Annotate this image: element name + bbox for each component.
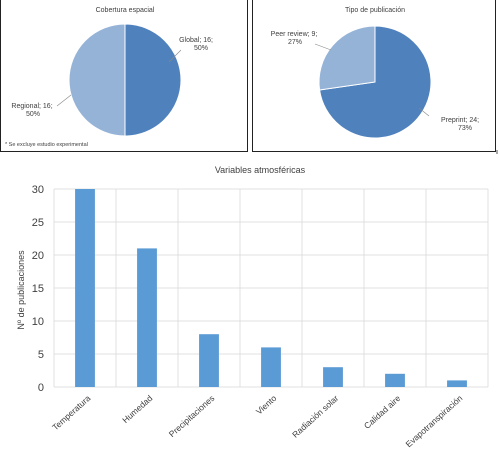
bar-precipitaciones xyxy=(199,334,219,387)
pie-tipo-title: Tipo de publicación xyxy=(345,7,405,14)
bar-humedad xyxy=(137,248,157,387)
pie-cobertura-title: Cobertura espacial xyxy=(96,7,155,14)
pie-chart-tipo: Tipo de publicación Peer review; 9; 27% … xyxy=(252,0,496,152)
y-tick-label: 30 xyxy=(32,184,44,196)
pie-cobertura-leader-global xyxy=(168,49,182,63)
pie-tipo-leader-preprint xyxy=(418,107,430,117)
pie-tipo-leader-peer xyxy=(314,43,332,51)
x-tick-label: Humedad xyxy=(120,393,154,425)
x-tick-label: Temperatura xyxy=(50,393,92,433)
pie-tipo-label-peer: Peer review; 9; 27% xyxy=(271,31,320,46)
bar-evapotranspiración xyxy=(447,380,467,387)
bar-chart-title: Variables atmosféricas xyxy=(215,165,306,175)
bar-radiación-solar xyxy=(323,367,343,387)
x-tick-label: Evapotranspiración xyxy=(404,393,465,449)
pie-cobertura-slice-regional xyxy=(68,23,126,137)
y-tick-label: 10 xyxy=(32,316,44,328)
pie-cobertura-label-global: Global; 16; 50% xyxy=(179,37,215,52)
pie-cobertura-leader-regional xyxy=(56,94,72,107)
pie-tipo-slice-peer-review xyxy=(318,25,376,91)
y-tick-label: 20 xyxy=(32,250,44,262)
y-tick-label: 5 xyxy=(38,349,44,361)
pie-cobertura-label-regional: Regional; 16; 50% xyxy=(11,103,54,118)
x-tick-label: Viento xyxy=(254,393,279,417)
pie-cobertura-svg: Cobertura espacial Global; 16; 50% Regio… xyxy=(5,7,215,148)
pie-chart-cobertura: Cobertura espacial Global; 16; 50% Regio… xyxy=(0,0,248,152)
y-axis-label: Nº de publicaciones xyxy=(16,250,26,330)
bar-temperatura xyxy=(75,189,95,387)
bar-calidad-aire xyxy=(385,373,405,387)
y-tick-label: 0 xyxy=(38,382,44,394)
pie-cobertura-slice-global xyxy=(124,23,182,137)
x-tick-label: Precipitaciones xyxy=(167,393,217,439)
x-tick-label: Calidad aire xyxy=(362,393,403,431)
pie-tipo-label-preprint: Preprint; 24; 73% xyxy=(441,117,481,132)
bar-viento xyxy=(261,347,281,387)
pie-tipo-svg: Tipo de publicación Peer review; 9; 27% … xyxy=(271,7,481,139)
y-tick-label: 15 xyxy=(32,283,44,295)
pie-cobertura-footnote: * Se excluye estudio experimental xyxy=(5,142,88,148)
x-tick-label: Radiación solar xyxy=(290,393,340,440)
y-tick-label: 25 xyxy=(32,217,44,229)
